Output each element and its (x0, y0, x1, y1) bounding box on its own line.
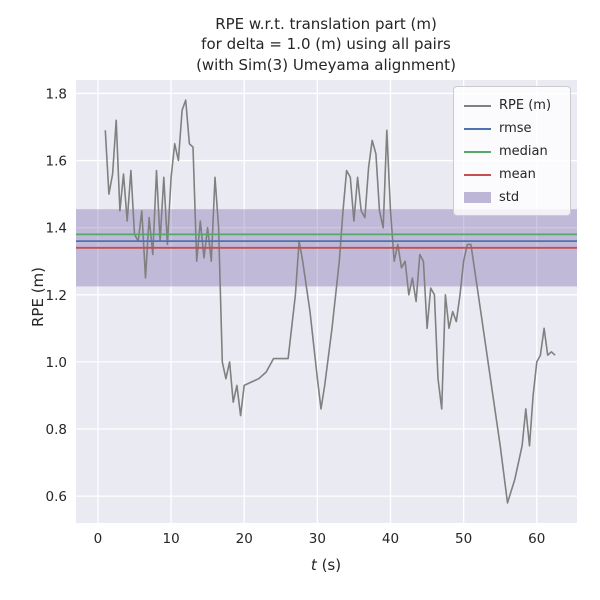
legend-label: rmse (499, 121, 532, 136)
legend: RPE (m) rmse median mean std (453, 86, 571, 216)
x-axis-label: t (s) (76, 556, 576, 574)
legend-label: std (499, 190, 520, 205)
x-tick-label: 0 (94, 531, 103, 547)
legend-swatch (464, 173, 491, 176)
x-tick-label: 40 (382, 531, 399, 547)
y-tick-label: 1.2 (46, 288, 67, 304)
legend-entry-rpe-m-: RPE (m) (464, 94, 560, 117)
y-tick-label: 0.6 (46, 489, 67, 505)
y-tick-label: 1.4 (46, 221, 67, 237)
x-tick-label: 50 (455, 531, 472, 547)
x-tick-label: 20 (236, 531, 253, 547)
y-axis-label: RPE (m) (29, 266, 47, 328)
y-tick-label: 1.6 (46, 154, 67, 170)
y-tick-label: 1.0 (46, 355, 67, 371)
legend-entry-rmse: rmse (464, 117, 560, 140)
y-tick-label: 0.8 (46, 422, 67, 438)
legend-label: RPE (m) (499, 98, 552, 113)
y-tick-label: 1.8 (46, 86, 67, 102)
x-tick-label: 10 (162, 531, 179, 547)
legend-swatch (464, 127, 491, 130)
legend-swatch (464, 150, 491, 153)
legend-entry-median: median (464, 140, 560, 163)
x-tick-label: 60 (528, 531, 545, 547)
legend-swatch (464, 104, 491, 107)
x-axis-label-unit: (s) (316, 556, 342, 574)
legend-label: mean (499, 167, 536, 182)
legend-entry-mean: mean (464, 163, 560, 186)
chart-title: RPE w.r.t. translation part (m) for delt… (196, 15, 456, 74)
rpe-series-line (104, 99, 556, 504)
legend-label: median (499, 144, 548, 159)
x-tick-label: 30 (309, 531, 326, 547)
x-axis-label-variable: t (310, 556, 317, 574)
legend-entry-std: std (464, 186, 560, 209)
legend-swatch (464, 192, 491, 203)
